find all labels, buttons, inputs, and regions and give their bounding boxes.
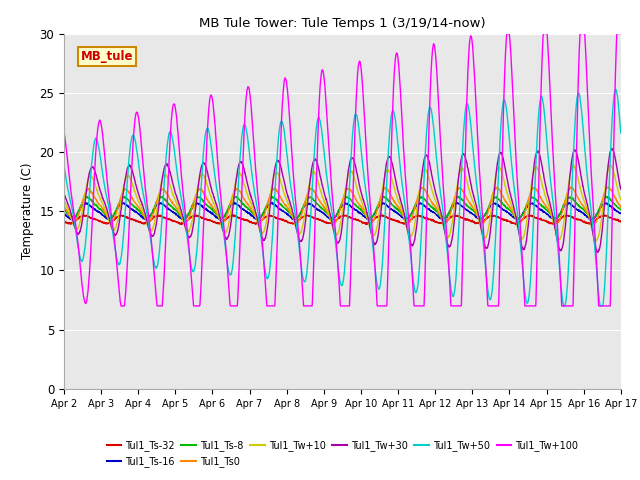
- Y-axis label: Temperature (C): Temperature (C): [21, 163, 34, 260]
- Title: MB Tule Tower: Tule Temps 1 (3/19/14-now): MB Tule Tower: Tule Temps 1 (3/19/14-now…: [199, 17, 486, 30]
- Legend: Tul1_Ts-32, Tul1_Ts-16, Tul1_Ts-8, Tul1_Ts0, Tul1_Tw+10, Tul1_Tw+30, Tul1_Tw+50,: Tul1_Ts-32, Tul1_Ts-16, Tul1_Ts-8, Tul1_…: [102, 436, 582, 471]
- Text: MB_tule: MB_tule: [81, 49, 133, 62]
